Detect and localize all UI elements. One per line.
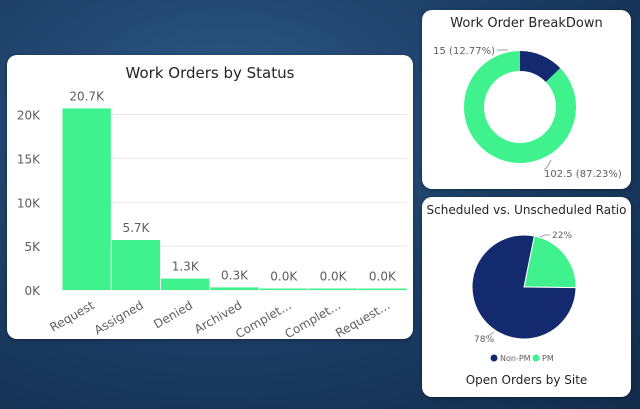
y-tick-label: 10K [17,196,41,210]
ratio-pie-chart: 22% 78% Non-PM PM [471,231,577,363]
bar-data-label: 5.7K [122,221,150,235]
work-orders-by-status-card: Work Orders by Status 0K 5K 10K 15K 20K 20.7K… [7,55,413,341]
open-orders-by-site-title: Open Orders by Site [465,373,588,387]
donut-slice[interactable] [464,51,576,163]
y-tick-label: 20K [17,109,41,123]
scheduled-ratio-card: Scheduled vs. Unscheduled Ratio 22% 78% No… [422,197,631,397]
donut-slice[interactable] [519,51,561,83]
bar[interactable] [308,288,358,291]
leader-line [487,331,495,337]
bar-data-label: 1.3K [172,260,200,274]
donut-slice-label: 15 (12.77%) [433,46,495,57]
x-tick-label: Complet... [282,298,343,339]
legend-marker [490,354,498,362]
legend-marker [532,354,540,362]
bar[interactable] [161,278,210,290]
bar[interactable] [259,288,308,291]
bar-data-label: 0.0K [320,270,348,284]
work-order-breakdown-card: Work Order BreakDown 15 (12.77%) 102.5 (8… [422,10,631,189]
y-tick-label: 0K [24,284,41,298]
y-tick-label: 5K [24,240,41,254]
bar[interactable] [62,108,111,290]
legend-label: PM [542,354,554,363]
x-tick-label: Denied [151,298,195,331]
bar-data-label: 0.0K [369,270,397,284]
pie-slice-label: 22% [552,231,572,241]
pie-slice[interactable] [471,234,577,340]
leader-line [539,234,550,238]
bar[interactable] [358,288,407,291]
pie-slice[interactable] [523,235,577,289]
breakdown-donut-chart: 15 (12.77%) 102.5 (87.23%) [433,46,622,180]
donut-slice-label: 102.5 (87.23%) [544,169,622,180]
pie-slice-label: 78% [474,335,494,345]
status-bar-chart: 0K 5K 10K 15K 20K 20.7K Request 5.7K Assigned 1.3… [17,89,407,341]
bar-data-label: 0.3K [221,268,249,282]
status-chart-title: Work Orders by Status [125,64,295,82]
x-tick-label: Request... [333,298,392,339]
legend-label: Non-PM [500,354,531,363]
bar-data-label: 0.0K [270,270,298,284]
leader-line [543,159,552,171]
y-tick-label: 15K [17,152,41,166]
bar[interactable] [111,239,161,290]
breakdown-chart-title: Work Order BreakDown [450,16,603,31]
x-tick-label: Assigned [92,298,146,337]
bar-data-label: 20.7K [69,89,105,103]
ratio-chart-title: Scheduled vs. Unscheduled Ratio [426,203,627,217]
bar[interactable] [210,287,259,290]
x-tick-label: Request [47,298,96,335]
